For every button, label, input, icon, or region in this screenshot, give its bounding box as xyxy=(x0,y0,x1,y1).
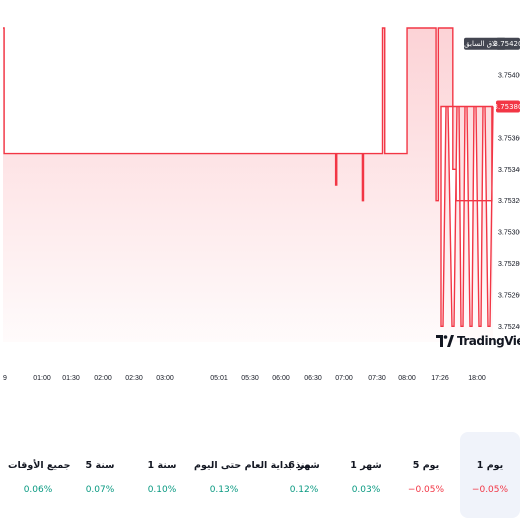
x-tick-label: 02:00 xyxy=(94,375,112,382)
period-tab-change: −0.05% xyxy=(407,485,445,495)
x-tick-label: 05:01 xyxy=(210,375,228,382)
period-tab-change: −0.05% xyxy=(471,485,509,495)
period-tab-label: 5 يوم xyxy=(412,460,440,471)
prev-close-value-tag-bg xyxy=(496,37,520,50)
last-price-tag: 3.75380 xyxy=(494,100,520,113)
x-tick-label: 06:30 xyxy=(304,375,322,382)
x-tick-label: 08:00 xyxy=(398,375,416,382)
period-tab[interactable]: 1 يوم −0.05% xyxy=(460,432,520,518)
x-tick-label: 01:30 xyxy=(62,375,80,382)
period-tab-change: 0.06% xyxy=(23,485,53,495)
tradingview-logo-icon xyxy=(436,335,454,347)
prev-close-label-tag: الإغلاق السابق xyxy=(464,37,506,50)
price-line xyxy=(3,27,494,327)
period-tab[interactable]: جميع الأوقات 0.06% xyxy=(8,432,71,518)
x-tick-label: 18:00 xyxy=(468,375,486,382)
y-tick-label: 3.75400 xyxy=(498,73,520,80)
period-tab-label: جميع الأوقات xyxy=(8,460,71,471)
x-tick-label: 05:30 xyxy=(241,375,259,382)
period-selector: 1 يوم −0.05% 5 يوم −0.05% 1 شهر 0.03% 6 شهر 0.1… xyxy=(6,432,520,520)
period-tab-label: 6 شهر xyxy=(288,460,320,471)
x-tick-label: 01:00 xyxy=(33,375,51,382)
price-chart[interactable]: 3.75400 3.75380 3.75360 3.75340 3.75320 3.753… xyxy=(0,0,520,400)
prev-close-label-tag-bg xyxy=(464,37,506,50)
y-tick-label: 3.75340 xyxy=(498,167,520,174)
x-tick-label: 07:30 xyxy=(368,375,386,382)
period-tab-label: 5 سنة xyxy=(85,460,115,471)
price-series-line xyxy=(3,27,494,327)
x-tick-label: 07:00 xyxy=(335,375,353,382)
x-tick-label: 02:30 xyxy=(125,375,143,382)
period-tab-change: 0.10% xyxy=(147,485,177,495)
period-tab-change: 0.07% xyxy=(85,485,115,495)
y-tick-label: 3.75300 xyxy=(498,230,520,237)
last-price-tag-bg xyxy=(496,100,520,113)
x-tick-label: 03:00 xyxy=(156,375,174,382)
period-tab-label: 1 شهر xyxy=(350,460,382,471)
prev-close-value-tag-text: 3.75420 xyxy=(494,40,520,48)
x-tick-label: 17:26 xyxy=(431,375,449,382)
period-tab[interactable]: 5 سنة 0.07% xyxy=(70,432,130,518)
y-tick-label: 3.75280 xyxy=(498,261,520,268)
price-area xyxy=(3,28,493,342)
period-tab[interactable]: 6 شهر 0.12% xyxy=(274,432,334,518)
period-tab-change: 0.03% xyxy=(351,485,381,495)
period-tab[interactable]: منذ بداية العام حتى اليوم 0.13% xyxy=(194,432,311,518)
y-tick-label: 3.75260 xyxy=(498,292,520,299)
period-tab-label: 1 يوم xyxy=(476,460,504,471)
prev-close-value-tag: 3.75420 xyxy=(494,37,520,50)
last-price-tag-text: 3.75380 xyxy=(494,103,520,111)
tradingview-logo[interactable]: TradingView xyxy=(436,330,520,352)
tradingview-logo-text: TradingView xyxy=(457,334,520,348)
prev-close-label-tag-text: الإغلاق السابق xyxy=(464,40,506,48)
period-tab[interactable]: 5 يوم −0.05% xyxy=(396,432,456,518)
period-tab[interactable]: 1 سنة 0.10% xyxy=(132,432,192,518)
x-tick-label: 06:00 xyxy=(272,375,290,382)
period-tab-label: 1 سنة xyxy=(147,460,177,471)
period-tab-label: منذ بداية العام حتى اليوم xyxy=(194,460,311,471)
y-tick-label: 3.75360 xyxy=(498,135,520,142)
x-tick-label: 9 xyxy=(3,375,7,382)
y-tick-label: 3.75320 xyxy=(498,198,520,205)
y-tick-label: 3.75240 xyxy=(498,324,520,331)
period-tab-change: 0.12% xyxy=(289,485,319,495)
period-tab-change: 0.13% xyxy=(209,485,239,495)
time-axis[interactable]: 9 01:00 01:30 02:00 02:30 03:00 05:01 05:30 06:0… xyxy=(3,375,486,382)
price-area-fill xyxy=(3,28,493,342)
period-tab[interactable]: 1 شهر 0.03% xyxy=(336,432,396,518)
